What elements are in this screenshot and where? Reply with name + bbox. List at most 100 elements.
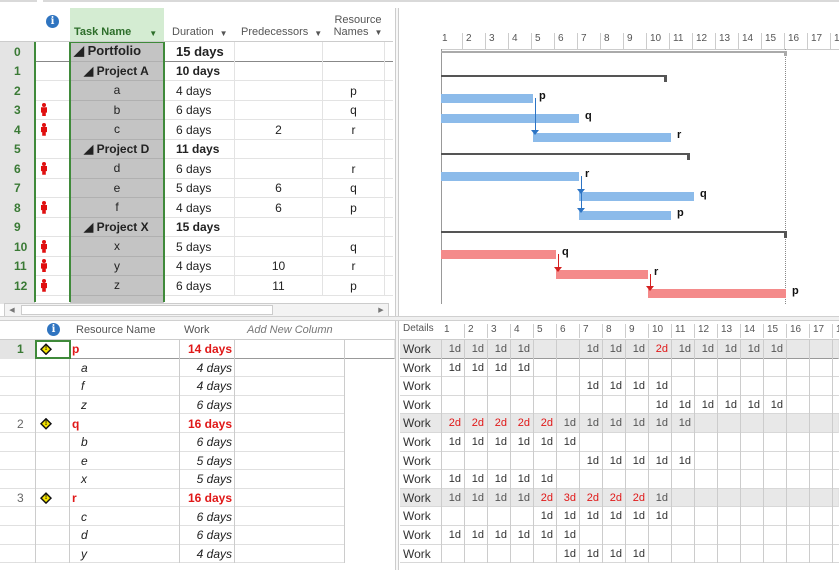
work-cell[interactable]: 1d xyxy=(464,433,487,452)
work-cell[interactable]: 1d xyxy=(487,526,510,545)
work-cell[interactable] xyxy=(740,507,763,526)
work-cell[interactable] xyxy=(786,433,809,452)
overallocated-person-icon[interactable] xyxy=(40,278,47,293)
horizontal-splitter[interactable] xyxy=(0,316,839,321)
work-cell[interactable]: 1d xyxy=(602,414,625,433)
row-number[interactable]: 7 xyxy=(0,178,35,198)
work-cell[interactable]: 1d xyxy=(648,377,671,396)
work-cell[interactable] xyxy=(487,507,510,526)
work-cell[interactable] xyxy=(763,488,786,508)
work-cell[interactable] xyxy=(786,395,809,415)
resource-names-column-header[interactable]: Resource Names ▼ xyxy=(323,8,393,42)
work-cell[interactable] xyxy=(487,395,510,415)
work-cell[interactable]: 1d xyxy=(510,470,533,489)
work-cell[interactable] xyxy=(717,358,740,378)
work-cell[interactable]: 1d xyxy=(648,414,671,433)
row-number[interactable]: 6 xyxy=(0,159,35,179)
resource-names-cell[interactable] xyxy=(323,139,385,159)
work-cell[interactable]: 1d xyxy=(579,451,602,471)
work-cell[interactable] xyxy=(717,414,740,433)
work-cell[interactable] xyxy=(740,526,763,545)
resource-name-cell[interactable]: f xyxy=(70,377,180,396)
work-cell[interactable] xyxy=(832,470,839,489)
work-cell[interactable] xyxy=(556,377,579,396)
work-column-header[interactable]: Work xyxy=(184,324,210,336)
work-cell[interactable]: 1d xyxy=(464,488,487,508)
resource-names-cell[interactable] xyxy=(323,61,385,81)
work-cell[interactable]: 1d xyxy=(602,451,625,471)
overallocated-person-icon[interactable] xyxy=(40,122,47,137)
work-cell[interactable] xyxy=(671,526,694,545)
row-number[interactable] xyxy=(0,377,35,396)
work-cell[interactable]: 4 days xyxy=(180,377,235,396)
work-cell[interactable]: 1d xyxy=(556,433,579,452)
task-bar[interactable] xyxy=(441,94,533,103)
work-cell[interactable]: 1d xyxy=(579,414,602,433)
work-cell[interactable] xyxy=(832,526,839,545)
resource-name-cell[interactable]: a xyxy=(70,358,180,378)
row-number[interactable] xyxy=(0,396,35,415)
work-cell[interactable]: 1d xyxy=(487,433,510,452)
work-cell[interactable]: 1d xyxy=(579,377,602,396)
resource-name-cell[interactable]: q xyxy=(70,414,180,433)
add-new-column-cell[interactable] xyxy=(235,451,345,471)
overallocated-person-icon[interactable] xyxy=(40,103,47,117)
work-cell[interactable]: 5 days xyxy=(180,470,235,489)
work-cell[interactable] xyxy=(671,433,694,452)
row-number[interactable]: 10 xyxy=(0,237,35,257)
horizontal-scrollbar[interactable]: ◀ ▶ xyxy=(4,303,389,317)
work-cell[interactable]: 1d xyxy=(510,358,533,378)
work-cell[interactable] xyxy=(717,377,740,396)
work-cell[interactable]: 1d xyxy=(602,340,625,359)
task-bar[interactable] xyxy=(441,172,579,181)
work-cell[interactable]: 1d xyxy=(487,470,510,489)
work-cell[interactable] xyxy=(786,377,809,396)
indicators-column-header[interactable]: i xyxy=(47,323,60,336)
resource-names-cell[interactable]: p xyxy=(323,81,385,101)
work-cell[interactable]: 2d xyxy=(487,414,510,433)
work-cell[interactable]: 2d xyxy=(464,414,487,433)
resource-names-cell[interactable]: q xyxy=(323,100,385,120)
work-cell[interactable] xyxy=(441,451,464,471)
work-cell[interactable] xyxy=(763,433,786,452)
work-cell[interactable]: 1d xyxy=(579,544,602,564)
work-cell[interactable] xyxy=(671,470,694,489)
work-cell[interactable]: 1d xyxy=(441,488,464,508)
work-cell[interactable]: 1d xyxy=(464,526,487,545)
duration-cell[interactable]: 4 days xyxy=(164,198,235,218)
work-cell[interactable]: 4 days xyxy=(180,544,235,564)
task-row[interactable]: 1 ◢ Project A 10 days xyxy=(0,61,393,81)
task-row[interactable]: 0 ◢ Portfolio 15 days xyxy=(0,42,393,62)
add-new-column-cell[interactable] xyxy=(235,358,345,378)
work-cell[interactable] xyxy=(786,451,809,471)
work-cell[interactable] xyxy=(579,433,602,452)
work-cell[interactable] xyxy=(441,507,464,526)
work-cell[interactable] xyxy=(694,544,717,564)
duration-cell[interactable]: 6 days xyxy=(164,159,235,179)
resource-names-cell[interactable]: p xyxy=(323,276,385,296)
task-name-cell[interactable]: y xyxy=(70,256,164,276)
work-cell[interactable] xyxy=(671,507,694,526)
resource-name-cell[interactable]: b xyxy=(70,433,180,452)
indicators-column-header[interactable]: i xyxy=(35,8,70,42)
work-cell[interactable]: 1d xyxy=(441,526,464,545)
work-cell[interactable] xyxy=(694,470,717,489)
work-cell[interactable] xyxy=(464,451,487,471)
predecessors-column-header[interactable]: Predecessors ▼ xyxy=(235,8,323,42)
add-new-column-cell[interactable] xyxy=(235,414,345,433)
work-cell[interactable] xyxy=(763,507,786,526)
work-cell[interactable] xyxy=(832,340,839,359)
row-number[interactable]: 5 xyxy=(0,139,35,159)
work-cell[interactable] xyxy=(809,451,832,471)
work-cell[interactable] xyxy=(717,526,740,545)
work-cell[interactable] xyxy=(717,451,740,471)
work-cell[interactable] xyxy=(648,358,671,378)
scroll-left-icon[interactable]: ◀ xyxy=(9,307,15,314)
task-name-cell[interactable]: ◢ Project X xyxy=(70,217,164,237)
work-cell[interactable]: 1d xyxy=(648,395,671,415)
work-cell[interactable] xyxy=(671,544,694,564)
work-cell[interactable] xyxy=(717,507,740,526)
